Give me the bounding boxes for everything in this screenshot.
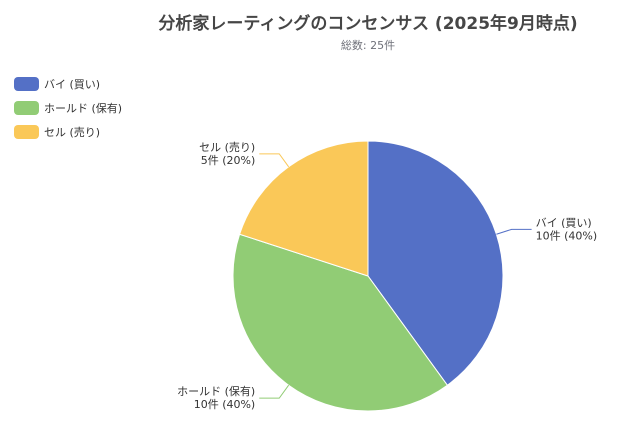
legend-swatch-buy: [14, 77, 39, 91]
legend-label-sell: セル (売り): [44, 126, 101, 139]
legend-label-hold: ホールド (保有): [44, 102, 123, 115]
legend-swatch-hold: [14, 101, 39, 115]
slice-label-name-hold: ホールド (保有): [177, 384, 255, 398]
slice-label-value-sell: 5件 (20%): [201, 154, 256, 167]
legend-item-buy[interactable]: バイ (買い): [14, 77, 122, 91]
legend-swatch-sell: [14, 125, 39, 139]
slice-label-value-buy: 10件 (40%): [536, 229, 598, 242]
pie-slice-buy[interactable]: [367, 140, 504, 386]
chart-title: 分析家レーティングのコンセンサス (2025年9月時点): [158, 14, 578, 34]
slice-label-name-buy: バイ (買い): [536, 216, 592, 229]
slice-label-name-sell: セル (売り): [199, 141, 255, 154]
label-line-hold: [259, 384, 290, 399]
label-line-buy: [496, 228, 532, 235]
label-line-sell: [259, 153, 290, 168]
slice-label-value-hold: 10件 (40%): [194, 398, 256, 411]
legend-item-hold[interactable]: ホールド (保有): [14, 101, 122, 115]
legend-label-buy: バイ (買い): [44, 78, 101, 91]
legend: バイ (買い) ホールド (保有) セル (売り): [14, 77, 122, 149]
legend-item-sell[interactable]: セル (売り): [14, 125, 122, 139]
chart-subtitle: 総数: 25件: [340, 39, 396, 52]
